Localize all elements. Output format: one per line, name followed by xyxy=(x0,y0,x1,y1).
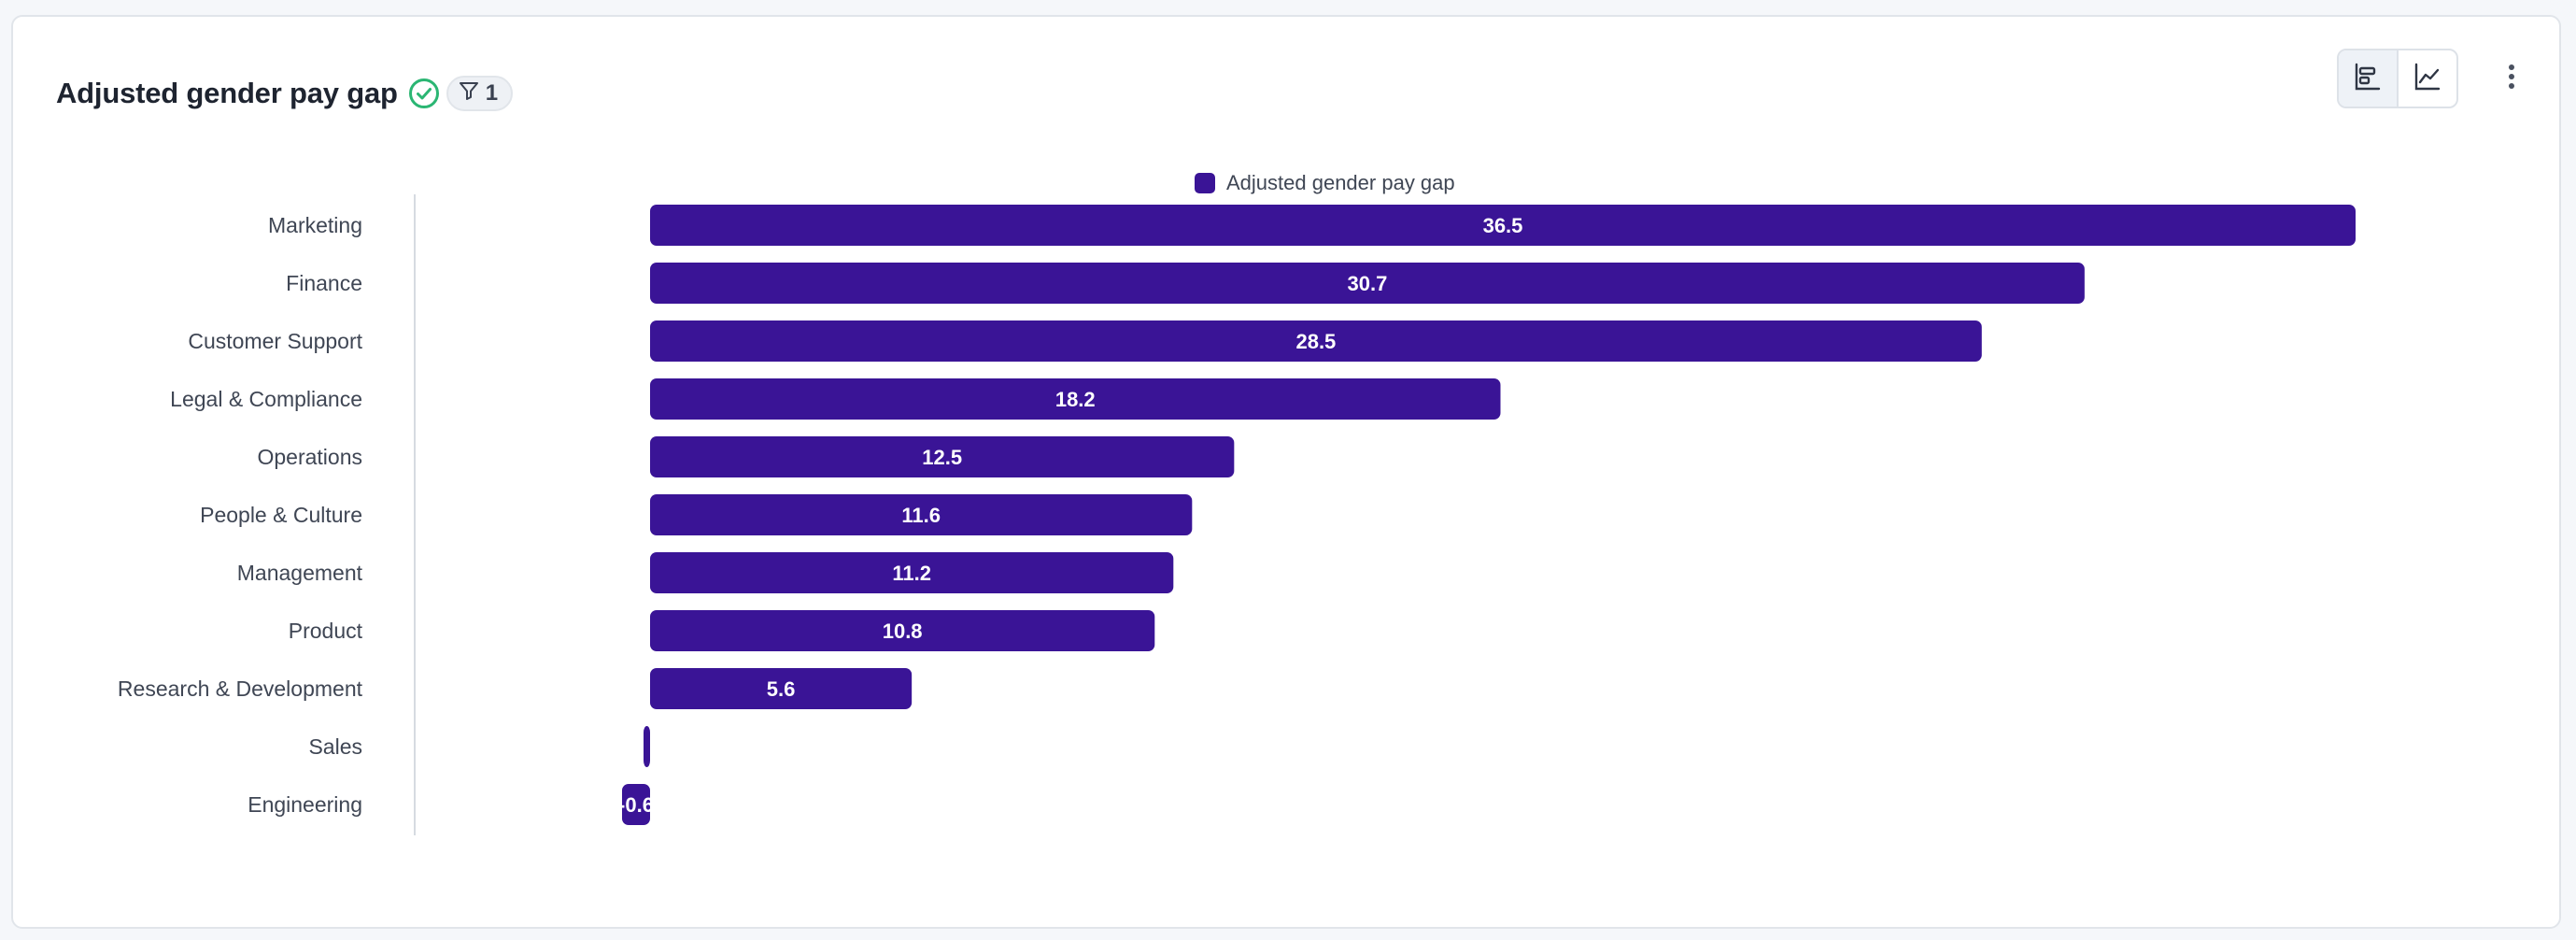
bar xyxy=(650,494,1193,535)
filter-icon xyxy=(458,79,480,108)
line-chart-icon xyxy=(2412,61,2443,97)
category-label: Finance xyxy=(286,271,362,295)
category-label: Sales xyxy=(308,734,362,759)
bar xyxy=(650,610,1155,651)
category-label: Operations xyxy=(257,445,362,469)
category-label: People & Culture xyxy=(200,503,362,527)
bar-value-label: 12.5 xyxy=(922,446,962,469)
bar-value-label: -0.6 xyxy=(618,793,654,817)
chart-card: Adjusted gender pay gap 1 xyxy=(11,15,2561,929)
bar xyxy=(650,436,1235,477)
legend-swatch xyxy=(1195,173,1215,193)
card-header: Adjusted gender pay gap 1 xyxy=(56,60,514,127)
filter-chip[interactable]: 1 xyxy=(446,76,514,111)
bar-value-label: 28.5 xyxy=(1295,330,1336,353)
bar-value-label: 5.6 xyxy=(767,677,796,701)
bar xyxy=(650,205,2356,246)
chart-legend: Adjusted gender pay gap xyxy=(1195,166,1455,200)
bar-value-label: 11.2 xyxy=(892,562,931,585)
legend-label: Adjusted gender pay gap xyxy=(1226,171,1455,194)
check-circle-icon xyxy=(407,77,441,110)
bar-value-label: 30.7 xyxy=(1348,272,1388,295)
category-label: Legal & Compliance xyxy=(170,387,362,411)
bar xyxy=(650,378,1501,420)
bar xyxy=(621,784,650,825)
category-label: Management xyxy=(237,561,363,585)
category-label: Engineering xyxy=(248,792,362,817)
more-options-button[interactable] xyxy=(2498,58,2526,99)
bar xyxy=(650,668,913,709)
bar-value-label: 11.6 xyxy=(901,504,941,527)
line-view-button[interactable] xyxy=(2399,50,2456,107)
filter-count: 1 xyxy=(485,80,499,106)
bar xyxy=(650,552,1174,593)
category-label: Customer Support xyxy=(188,329,362,353)
horizontal-bar-chart-icon xyxy=(2352,61,2384,97)
bar xyxy=(650,320,1982,362)
bar-value-label: 18.2 xyxy=(1055,388,1096,411)
bar-chart: Marketing 36.5 Finance 30.7 Customer Support… xyxy=(118,194,2356,835)
category-label: Product xyxy=(289,619,363,643)
bar-value-label: 36.5 xyxy=(1483,214,1523,237)
card-title: Adjusted gender pay gap xyxy=(56,77,398,109)
bar xyxy=(650,263,2085,304)
horizontal-bar-view-button[interactable] xyxy=(2339,50,2399,107)
chart-view-toggle xyxy=(2337,49,2458,108)
bar xyxy=(644,726,650,767)
more-vertical-icon xyxy=(2507,63,2516,95)
bar-value-label: 10.8 xyxy=(883,620,923,643)
category-label: Marketing xyxy=(268,213,362,237)
category-label: Research & Development xyxy=(118,677,363,701)
